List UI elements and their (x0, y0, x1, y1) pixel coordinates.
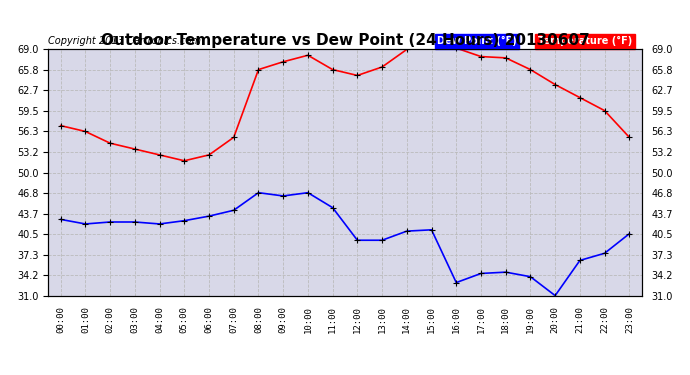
Text: Temperature (°F): Temperature (°F) (538, 36, 632, 46)
Text: Dew Point (°F): Dew Point (°F) (437, 36, 517, 46)
Title: Outdoor Temperature vs Dew Point (24 Hours) 20130607: Outdoor Temperature vs Dew Point (24 Hou… (101, 33, 589, 48)
Text: Copyright 2013 Cartronics.com: Copyright 2013 Cartronics.com (48, 36, 201, 46)
